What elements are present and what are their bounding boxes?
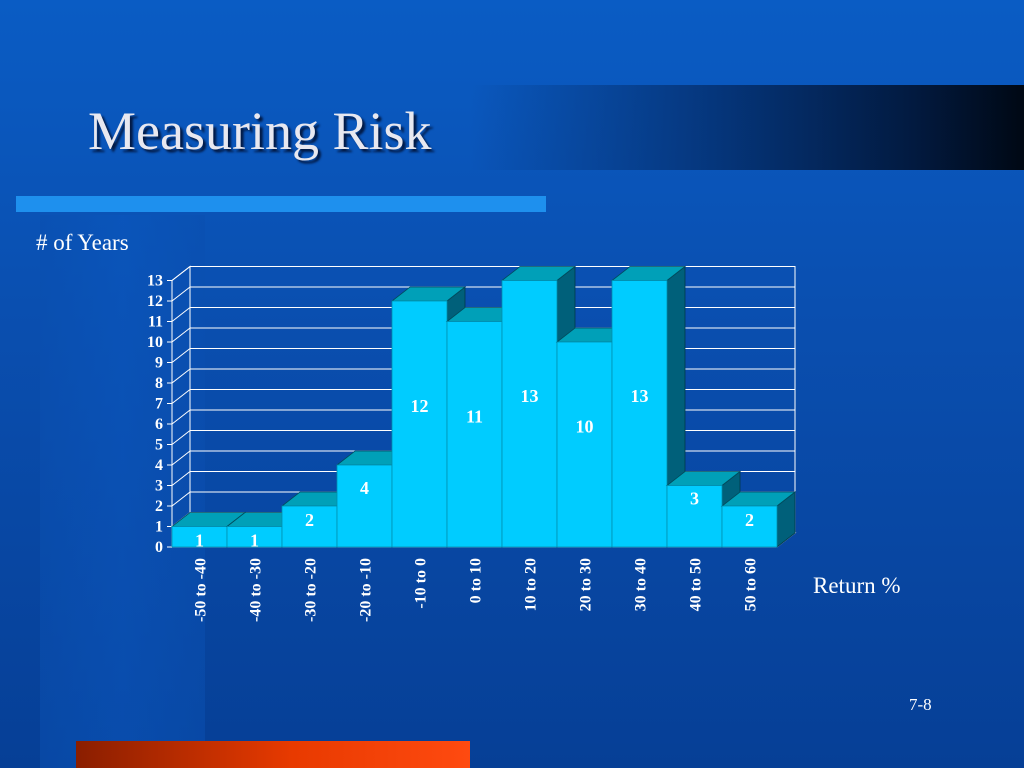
data-label-5: 11 [466,406,483,426]
y-tick-label-8: 8 [155,375,163,392]
bottom-accent-bar [76,741,470,768]
data-label-3: 4 [360,478,369,498]
gridline-diag-8 [171,368,191,384]
gridline-diag-7 [171,389,191,404]
data-label-0: 1 [195,531,204,551]
y-tick-label-9: 9 [155,355,163,372]
gridline-diag-9 [171,348,191,363]
data-label-7: 10 [576,417,594,437]
bar-10 [721,505,778,548]
x-tick-label-10: 50 to 60 [743,558,760,611]
gridline-diag-13 [171,266,191,281]
x-tick-label-1: -40 to -30 [248,558,265,622]
left-stripe [40,215,205,768]
data-label-10: 2 [745,510,754,530]
y-tick-label-0: 0 [155,539,163,556]
x-tick-label-3: -20 to -10 [358,558,375,622]
x-tick-label-9: 40 to 50 [688,558,705,611]
gridline-diag-4 [171,450,191,466]
x-axis-label: Return % [813,573,901,598]
x-tick-label-7: 20 to 30 [578,558,595,611]
bar-2 [281,505,338,548]
x-tick-label-4: -10 to 0 [413,558,430,609]
y-tick-label-1: 1 [155,519,163,536]
y-tick-label-3: 3 [155,478,163,495]
y-tick-label-11: 11 [148,314,163,331]
bar-6 [501,280,558,548]
y-axis-label: # of Years [36,230,129,255]
title-rule [16,196,546,212]
gridline-diag-3 [171,471,191,486]
data-label-1: 1 [250,531,259,551]
header-band [470,85,1024,170]
x-tick-label-6: 10 to 20 [523,558,540,611]
gridline-diag-5 [171,430,191,445]
bar-3 [336,464,393,548]
data-label-4: 12 [411,396,429,416]
slide-number: 7-8 [909,695,932,714]
y-tick-label-5: 5 [155,437,163,454]
data-label-2: 2 [305,510,314,530]
bar-4 [391,300,448,548]
x-tick-label-2: -30 to -20 [303,558,320,622]
gridline-diag-10 [171,327,191,343]
y-tick-label-2: 2 [155,498,163,515]
bar-5 [446,321,503,548]
y-tick-label-10: 10 [147,334,163,351]
y-tick-label-6: 6 [155,416,163,433]
y-tick-label-7: 7 [155,396,163,413]
y-tick-label-13: 13 [147,273,163,290]
x-tick-label-0: -50 to -40 [193,558,210,622]
bar-7 [556,341,613,548]
gridline-diag-11 [171,307,191,322]
bar-8 [611,280,668,548]
x-tick-label-8: 30 to 40 [633,558,650,611]
data-label-8: 13 [631,386,649,406]
slide-title: Measuring Risk [88,101,432,161]
data-label-9: 3 [690,488,699,508]
gridline-diag-12 [171,286,191,302]
gridline-diag-6 [171,409,191,425]
x-tick-label-5: 0 to 10 [468,558,485,603]
bar-9 [666,485,723,548]
left-wall [171,265,191,549]
gridline-diag-2 [171,491,191,507]
data-label-6: 13 [521,386,539,406]
y-tick-label-4: 4 [155,457,163,474]
y-tick-label-12: 12 [147,293,163,310]
